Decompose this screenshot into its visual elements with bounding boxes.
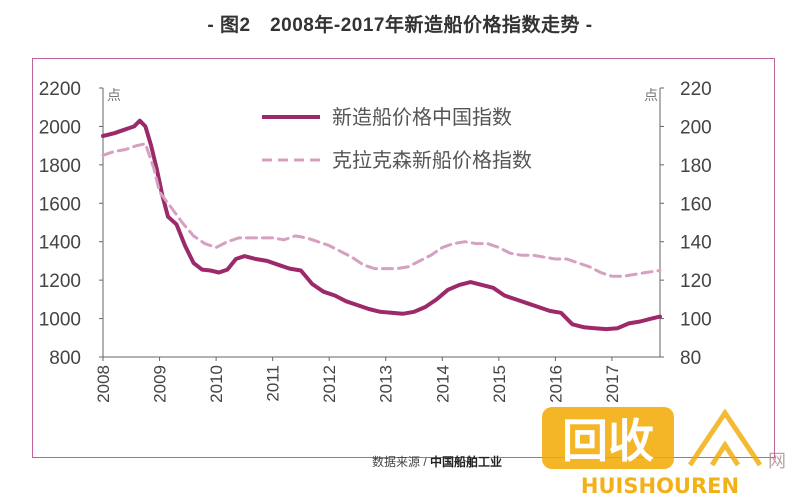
y-right-tick-label: 120 <box>680 271 712 292</box>
legend-label-2: 克拉克森新船价格指数 <box>332 148 532 172</box>
y-left-tick-label: 800 <box>49 348 81 369</box>
y-right-tick-label: 180 <box>680 156 712 177</box>
x-tick-label: 2014 <box>433 365 452 403</box>
y-left-tick-label: 1600 <box>39 194 81 215</box>
y-right-tick-label: 80 <box>680 348 701 369</box>
watermark-logo: 回收 网 HUISHOUREN <box>542 407 786 498</box>
y-left-tick-label: 2000 <box>39 117 81 138</box>
y-right-tick-label: 160 <box>680 194 712 215</box>
watermark-brand-text: HUISHOUREN <box>581 474 739 498</box>
y-left-tick-label: 2200 <box>39 79 81 100</box>
x-tick-label: 2016 <box>546 365 565 403</box>
y-left-tick-label: 1000 <box>39 310 81 331</box>
series-line-1 <box>101 118 662 332</box>
chart-title: - 图2 2008年-2017年新造船价格指数走势 - <box>207 15 593 36</box>
source-note: 数据来源 / 中国船舶工业 <box>372 453 502 470</box>
y-left-unit-label: 点 <box>107 88 121 104</box>
series-line-2 <box>101 142 662 278</box>
y-right-tick-label: 220 <box>680 79 712 100</box>
x-tick-label: 2012 <box>320 365 339 403</box>
source-name: 中国船舶工业 <box>430 455 503 469</box>
source-prefix: 数据来源 / <box>372 455 431 469</box>
watermark-badge <box>542 407 674 469</box>
x-tick-label: 2015 <box>490 365 509 403</box>
x-tick-label: 2010 <box>207 365 226 403</box>
y-right-unit-label: 点 <box>644 88 658 104</box>
y-right-tick-label: 200 <box>680 117 712 138</box>
y-right-tick-label: 140 <box>680 233 712 254</box>
y-left-tick-label: 1800 <box>39 156 81 177</box>
x-tick-label: 2011 <box>264 365 283 402</box>
y-left-tick-label: 1200 <box>39 271 81 292</box>
watermark-site-text: 网 <box>768 451 786 472</box>
x-tick-label: 2017 <box>603 365 622 403</box>
watermark-mountain-icon <box>687 408 763 467</box>
x-tick-label: 2009 <box>151 365 170 403</box>
y-left-tick-label: 1400 <box>39 233 81 254</box>
watermark-logo-text: 回收 <box>562 414 654 468</box>
x-tick-label: 2013 <box>377 365 396 403</box>
chart-frame <box>32 58 775 458</box>
y-right-tick-label: 100 <box>680 310 712 331</box>
legend-label-1: 新造船价格中国指数 <box>332 105 512 129</box>
x-tick-label: 2008 <box>94 365 113 403</box>
